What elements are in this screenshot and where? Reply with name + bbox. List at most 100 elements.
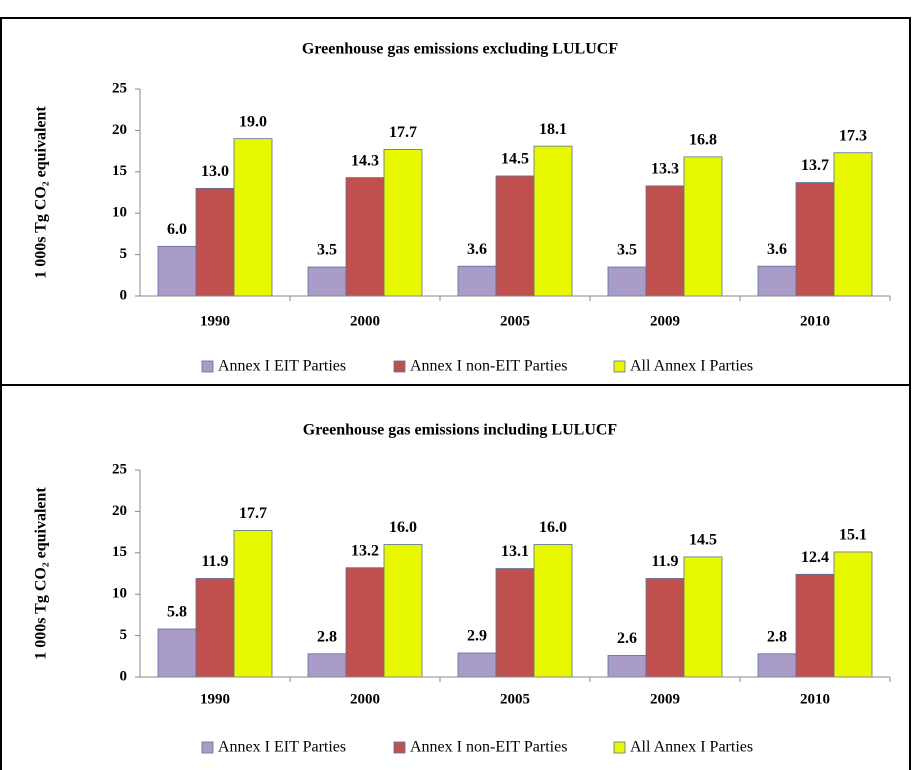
legend-label: All Annex I Parties <box>630 739 753 756</box>
x-tick-label: 2009 <box>650 313 680 329</box>
x-tick-label: 2000 <box>350 691 380 707</box>
legend-swatch <box>613 741 626 754</box>
bar <box>795 182 835 297</box>
legend-swatch <box>201 741 214 754</box>
data-label: 13.0 <box>201 163 229 180</box>
bar <box>533 544 573 678</box>
data-label: 3.5 <box>317 242 337 259</box>
data-label: 13.2 <box>351 542 379 559</box>
data-label: 3.6 <box>767 241 787 258</box>
bar <box>833 152 873 297</box>
data-label: 5.8 <box>167 604 187 621</box>
x-tick-label: 1990 <box>200 691 230 707</box>
bar <box>307 266 347 297</box>
legend-label: Annex I non-EIT Parties <box>410 739 567 756</box>
legend-label: Annex I EIT Parties <box>218 739 346 756</box>
chart-title: Greenhouse gas emissions excluding LULUC… <box>302 41 618 58</box>
data-label: 18.1 <box>539 121 567 138</box>
data-label: 11.9 <box>651 553 678 570</box>
legend-swatch <box>393 360 406 373</box>
data-label: 2.8 <box>317 628 337 645</box>
y-tick-label: 15 <box>112 544 127 560</box>
bar <box>645 578 685 678</box>
bar <box>457 652 497 678</box>
data-label: 16.0 <box>389 519 417 536</box>
legend-swatch <box>393 741 406 754</box>
data-label: 2.6 <box>617 630 637 647</box>
data-label: 19.0 <box>239 113 267 130</box>
bar <box>233 138 273 297</box>
chart-frame <box>0 384 911 770</box>
bar <box>307 653 347 678</box>
x-tick-label: 2009 <box>650 691 680 707</box>
y-tick-label: 25 <box>112 80 127 96</box>
y-tick-label: 5 <box>120 246 128 262</box>
y-tick-label: 0 <box>120 668 128 684</box>
data-label: 6.0 <box>167 221 187 238</box>
legend-swatch <box>201 360 214 373</box>
bar <box>157 628 197 678</box>
data-label: 3.6 <box>467 241 487 258</box>
data-label: 13.3 <box>651 161 679 178</box>
bar <box>457 265 497 297</box>
data-label: 13.1 <box>501 543 529 560</box>
x-tick-label: 2005 <box>500 313 530 329</box>
y-tick-label: 25 <box>112 461 127 477</box>
data-label: 13.7 <box>801 157 829 174</box>
bar <box>495 175 535 297</box>
y-tick-label: 0 <box>120 287 128 303</box>
y-tick-label: 5 <box>120 627 128 643</box>
chart-frame <box>0 17 911 386</box>
bar <box>645 185 685 297</box>
data-label: 17.3 <box>839 127 867 144</box>
y-axis-label: 1 000s Tg CO₂ equivalent <box>33 106 50 279</box>
bar <box>757 265 797 297</box>
data-label: 15.1 <box>839 527 867 544</box>
data-label: 11.9 <box>201 553 228 570</box>
bar <box>195 187 235 297</box>
legend-swatch <box>613 360 626 373</box>
bar <box>833 551 873 678</box>
bar <box>495 568 535 678</box>
x-tick-label: 2010 <box>800 313 830 329</box>
data-label: 17.7 <box>239 505 267 522</box>
y-tick-label: 15 <box>112 163 127 179</box>
data-label: 3.5 <box>617 242 637 259</box>
bar <box>757 653 797 678</box>
bar <box>157 245 197 297</box>
bar <box>533 145 573 297</box>
y-axis-label: 1 000s Tg CO₂ equivalent <box>33 487 50 660</box>
y-tick-label: 20 <box>112 503 127 519</box>
legend-label: Annex I EIT Parties <box>218 358 346 375</box>
bar <box>345 177 385 297</box>
y-tick-label: 10 <box>112 586 127 602</box>
data-label: 12.4 <box>801 549 829 566</box>
x-tick-label: 2005 <box>500 691 530 707</box>
bar <box>795 573 835 678</box>
bar <box>607 266 647 297</box>
bar <box>383 149 423 297</box>
data-label: 2.9 <box>467 628 487 645</box>
bar <box>683 556 723 678</box>
y-tick-label: 20 <box>112 122 127 138</box>
legend-label: All Annex I Parties <box>630 358 753 375</box>
x-tick-label: 2000 <box>350 313 380 329</box>
data-label: 14.3 <box>351 152 379 169</box>
x-tick-label: 2010 <box>800 691 830 707</box>
chart-title: Greenhouse gas emissions including LULUC… <box>303 422 618 439</box>
data-label: 16.8 <box>689 132 717 149</box>
bar <box>233 530 273 678</box>
data-label: 14.5 <box>689 532 717 549</box>
legend-label: Annex I non-EIT Parties <box>410 358 567 375</box>
bar <box>607 655 647 678</box>
data-label: 2.8 <box>767 628 787 645</box>
x-tick-label: 1990 <box>200 313 230 329</box>
bar <box>195 578 235 678</box>
bar <box>345 567 385 678</box>
data-label: 16.0 <box>539 519 567 536</box>
data-label: 14.5 <box>501 151 529 168</box>
bar <box>383 544 423 678</box>
data-label: 17.7 <box>389 124 417 141</box>
y-tick-label: 10 <box>112 205 127 221</box>
